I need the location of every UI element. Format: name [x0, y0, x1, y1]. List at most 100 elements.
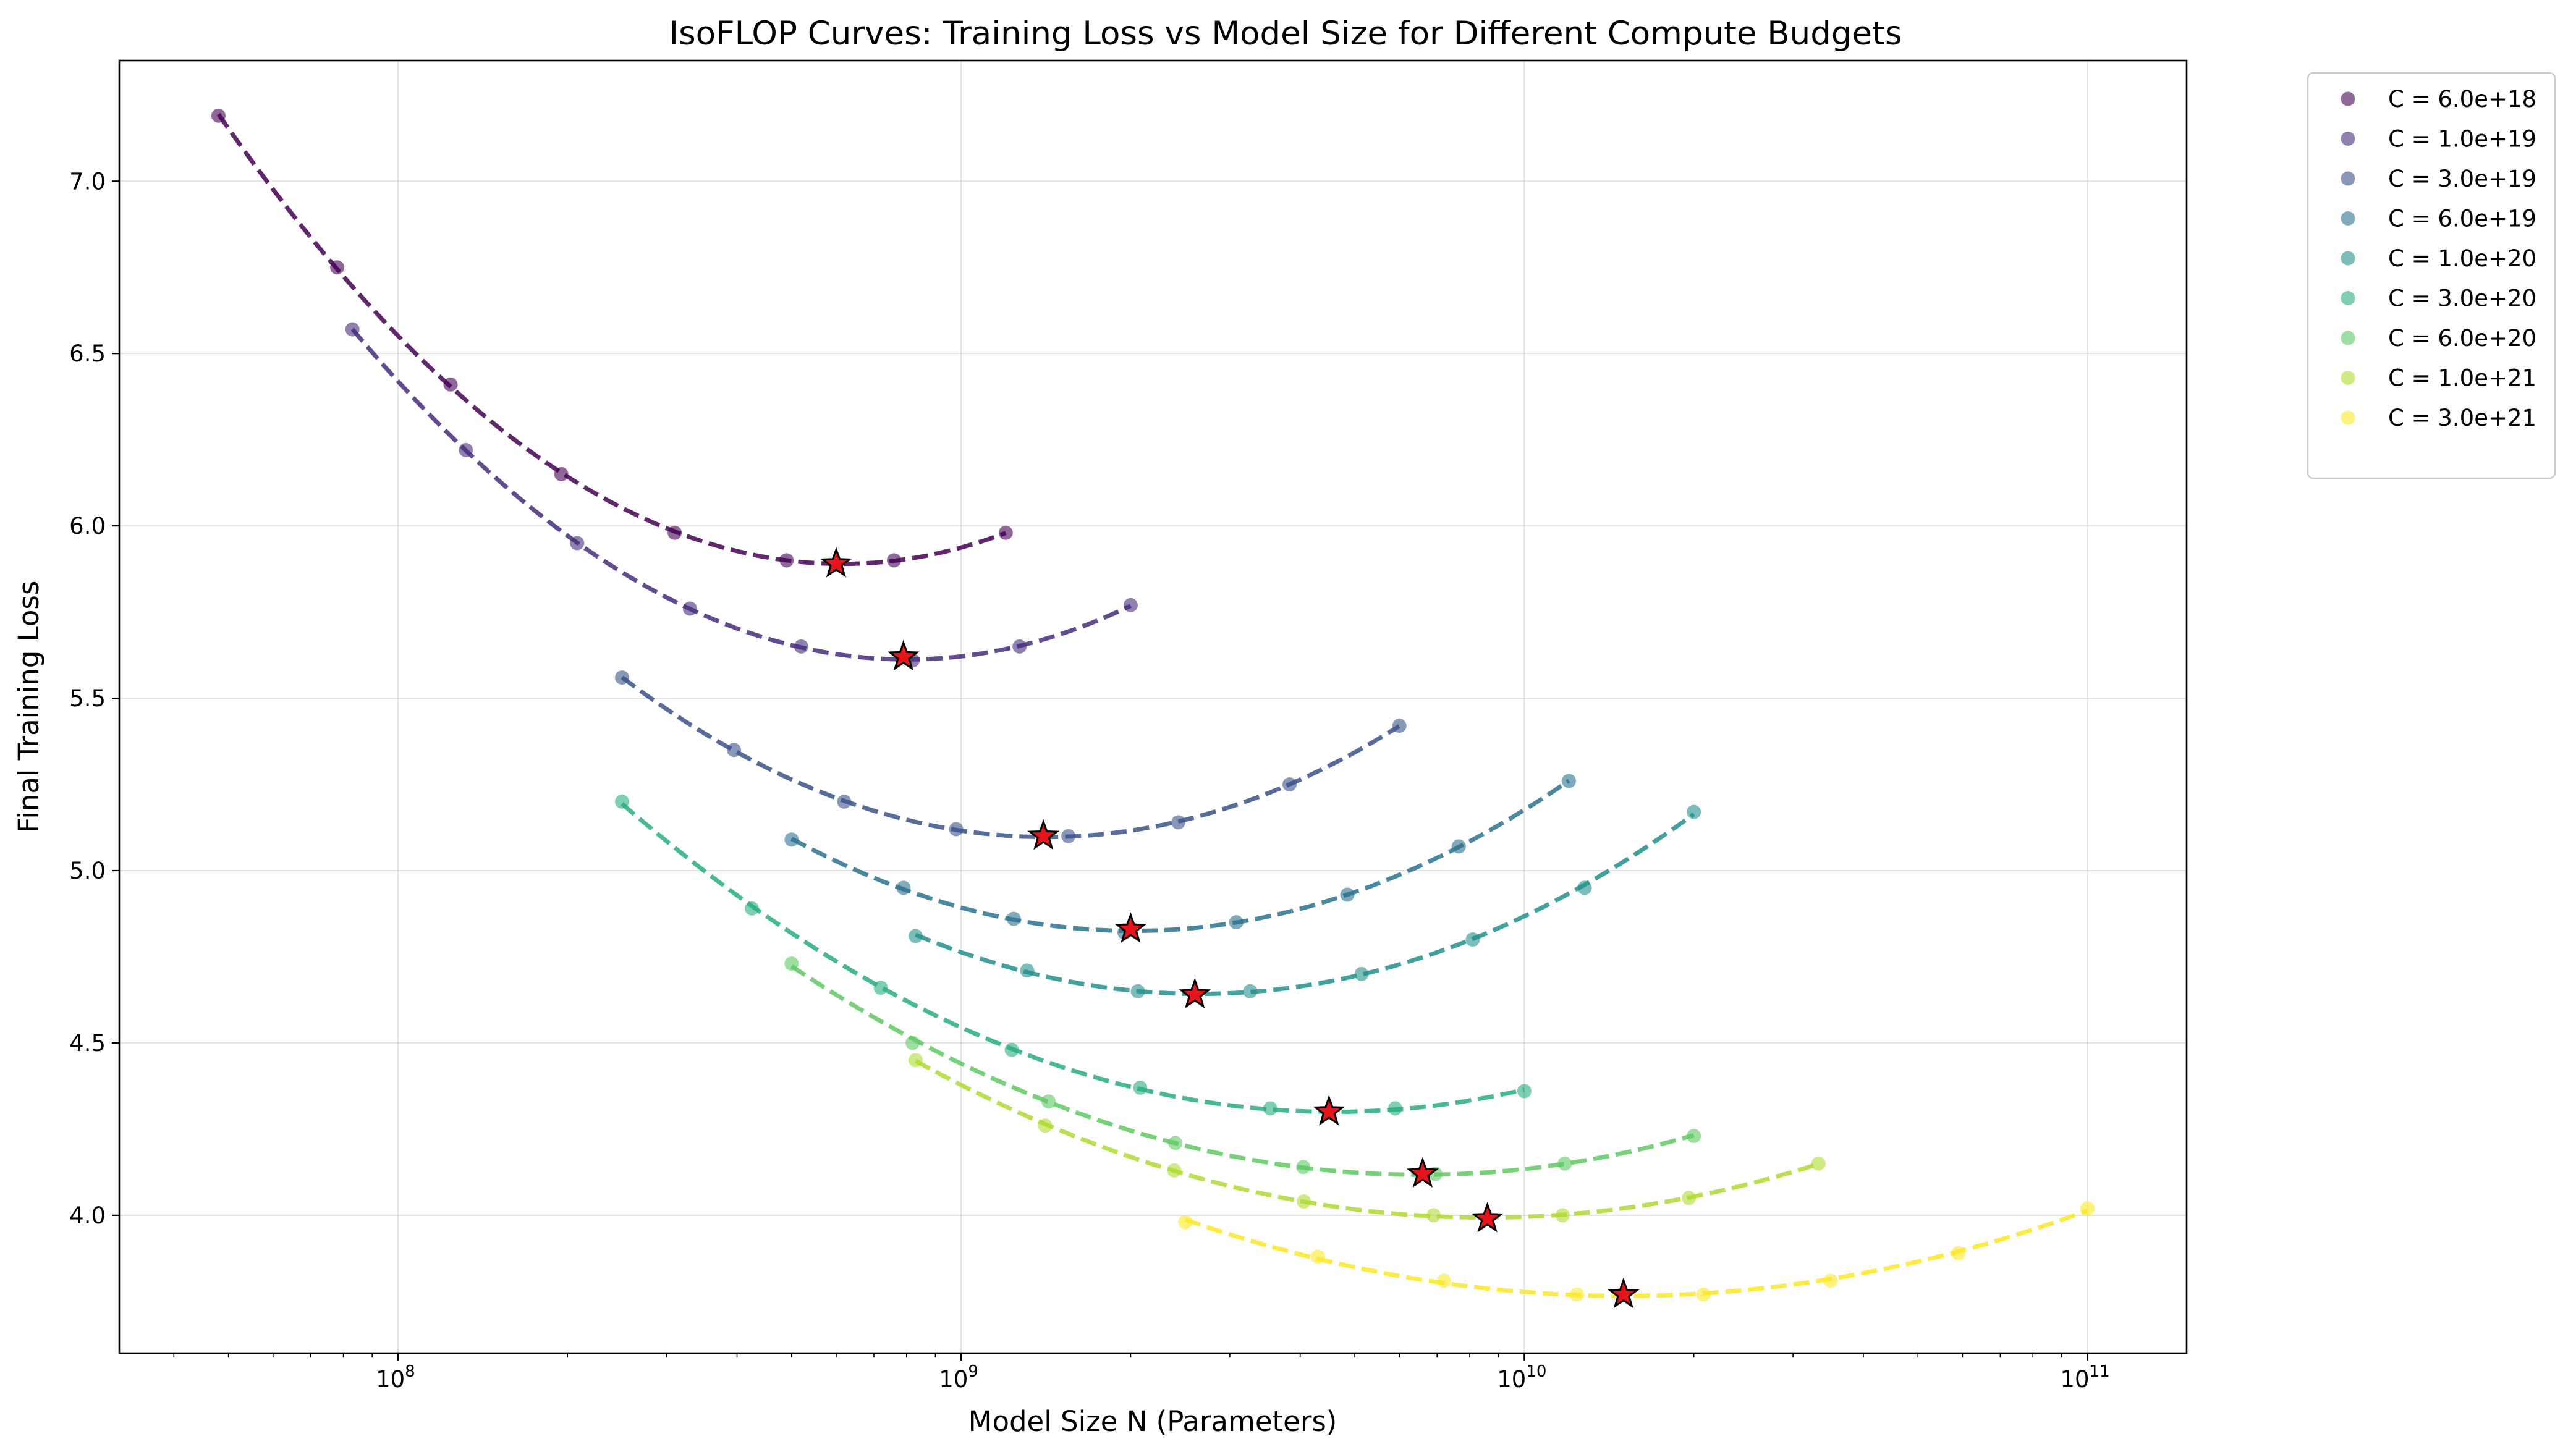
legend-marker — [2341, 251, 2355, 266]
data-point — [1310, 1249, 1325, 1264]
optimum-star-marker — [1471, 1202, 1504, 1233]
x-tick-label: 1011 — [2060, 1362, 2109, 1393]
data-point — [1687, 804, 1701, 819]
axes: 4.0 4.5 5.0 5.5 6.0 6.5 7.0 108 109 1010 1011 — [69, 168, 2109, 1393]
data-point — [1569, 1287, 1584, 1302]
data-point — [1436, 1273, 1451, 1288]
data-point — [1061, 829, 1076, 843]
data-point — [1020, 963, 1035, 978]
data-point — [905, 1036, 920, 1050]
data-point — [1168, 1136, 1183, 1150]
data-point — [345, 322, 360, 337]
data-point — [1426, 1208, 1441, 1223]
data-point — [727, 743, 742, 758]
data-point — [837, 794, 852, 809]
data-point — [1004, 1042, 1019, 1057]
data-point — [1041, 1094, 1056, 1109]
data-point — [615, 670, 630, 685]
data-point — [211, 108, 226, 123]
data-point — [1229, 915, 1244, 930]
data-point — [1687, 1129, 1701, 1144]
data-point — [1696, 1287, 1711, 1302]
data-point — [784, 832, 799, 847]
y-tick-label: 7.0 — [69, 168, 106, 195]
fit-curve — [790, 779, 1570, 934]
data-point — [1811, 1156, 1826, 1171]
data-point — [1123, 597, 1138, 612]
optimum-star-marker — [1114, 912, 1147, 943]
fit-curve — [350, 327, 1132, 662]
legend-label: C = 3.0e+21 — [2388, 405, 2536, 431]
data-point — [615, 794, 630, 809]
data-point — [908, 929, 923, 943]
data-point — [1263, 1101, 1277, 1116]
data-point — [1555, 1208, 1570, 1223]
y-tick-label: 5.0 — [69, 858, 106, 884]
data-point — [1823, 1273, 1838, 1288]
data-point — [554, 466, 569, 481]
data-point — [794, 639, 808, 654]
data-point — [1282, 777, 1297, 792]
data-point — [779, 553, 794, 568]
data-point — [1951, 1246, 1966, 1260]
data-point — [1451, 839, 1466, 854]
data-point — [1167, 1163, 1182, 1178]
legend: C = 6.0e+18 C = 1.0e+19 C = 3.0e+19 C = 6.0… — [2307, 72, 2556, 479]
data-point — [784, 956, 799, 971]
legend-marker — [2341, 91, 2355, 106]
legend-label: C = 6.0e+19 — [2388, 206, 2536, 232]
data-point — [667, 525, 682, 540]
data-point — [873, 981, 888, 995]
x-axis-label: Model Size N (Parameters) — [968, 1405, 1337, 1438]
legend-label: C = 1.0e+21 — [2388, 365, 2536, 392]
legend-frame — [2307, 72, 2556, 479]
optimum-star-marker — [887, 639, 920, 671]
optimum-star-marker — [1607, 1277, 1640, 1309]
y-tick-label: 5.5 — [69, 685, 106, 712]
x-tick-label: 108 — [376, 1362, 415, 1393]
optimum-star-marker — [1027, 819, 1060, 850]
data-point — [1130, 984, 1145, 998]
data-point — [1465, 932, 1480, 947]
data-point — [1354, 966, 1369, 981]
grid-lines — [119, 61, 2187, 1353]
data-point — [1178, 1215, 1193, 1230]
fit-curve — [790, 964, 1695, 1177]
fit-curve — [621, 802, 1525, 1114]
fit-curve — [914, 1058, 1820, 1220]
data-point — [745, 901, 760, 916]
chart-title: IsoFLOP Curves: Training Loss vs Model S… — [669, 15, 1902, 53]
data-point — [1038, 1118, 1053, 1133]
data-point — [682, 601, 697, 616]
y-axis-label: Final Training Loss — [12, 581, 45, 834]
fit-curve — [1184, 1209, 2088, 1298]
legend-marker — [2341, 331, 2355, 345]
legend-marker — [2341, 371, 2355, 385]
data-point — [1392, 719, 1407, 733]
x-tick-label: 1010 — [1497, 1362, 1546, 1393]
y-tick-label: 4.0 — [69, 1202, 106, 1229]
data-point — [1388, 1101, 1403, 1116]
data-point — [1682, 1191, 1697, 1205]
data-point — [1243, 984, 1258, 998]
data-point — [1171, 815, 1185, 830]
y-tick-label: 4.5 — [69, 1030, 106, 1057]
data-point — [1296, 1160, 1311, 1175]
legend-label: C = 3.0e+19 — [2388, 166, 2536, 192]
y-tick-label: 6.5 — [69, 340, 106, 367]
data-point — [1561, 774, 1576, 788]
data-point — [2080, 1201, 2095, 1216]
fit-curve — [915, 812, 1695, 996]
data-point — [570, 536, 585, 551]
legend-label: C = 6.0e+20 — [2388, 325, 2536, 352]
data-point — [908, 1053, 923, 1068]
data-point — [887, 553, 902, 568]
legend-marker — [2341, 171, 2355, 186]
legend-marker — [2341, 132, 2355, 146]
data-point — [459, 442, 473, 457]
data-point — [1133, 1080, 1148, 1095]
legend-label: C = 1.0e+20 — [2388, 245, 2536, 272]
legend-label: C = 3.0e+20 — [2388, 285, 2536, 312]
optimum-star-marker — [820, 547, 852, 578]
